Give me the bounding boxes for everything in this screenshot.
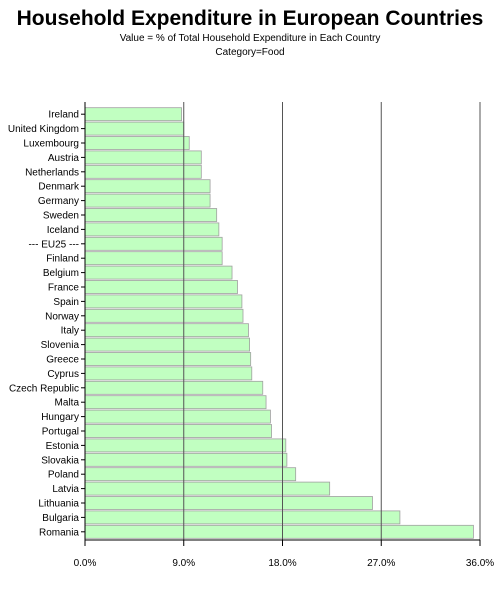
y-tick-label: Germany bbox=[38, 196, 79, 207]
bar bbox=[84, 395, 267, 410]
y-tick-label: France bbox=[48, 283, 80, 294]
bar bbox=[84, 193, 211, 208]
chart-title: Household Expenditure in European Countr… bbox=[16, 7, 484, 30]
chart-subtitle: Value = % of Total Household Expenditure… bbox=[119, 33, 381, 44]
y-tick-label: Romania bbox=[39, 527, 79, 538]
y-tick-label: Netherlands bbox=[25, 167, 79, 178]
y-tick-label: Luxembourg bbox=[23, 139, 79, 150]
bar bbox=[84, 222, 220, 237]
y-tick-label: Poland bbox=[48, 470, 79, 481]
bar bbox=[84, 510, 401, 525]
y-tick-label: Bulgaria bbox=[42, 513, 79, 524]
bar bbox=[84, 323, 249, 338]
x-tick-label: 0.0% bbox=[74, 558, 97, 569]
bar bbox=[84, 251, 223, 266]
bar bbox=[84, 236, 223, 251]
x-tick-label: 9.0% bbox=[172, 558, 195, 569]
bar bbox=[84, 496, 373, 510]
y-tick-label: Cyprus bbox=[47, 369, 79, 380]
y-tick-label: Norway bbox=[45, 311, 79, 322]
x-tick-label: 18.0% bbox=[268, 558, 296, 569]
y-tick-label: Spain bbox=[53, 297, 79, 308]
bar bbox=[84, 294, 243, 309]
chart-category-subtitle: Category=Food bbox=[215, 47, 285, 58]
bar bbox=[84, 452, 288, 467]
bar bbox=[84, 352, 252, 366]
y-tick-label: Finland bbox=[46, 254, 79, 265]
y-tick-label: Malta bbox=[55, 398, 80, 409]
bar bbox=[84, 107, 182, 122]
bar bbox=[84, 524, 474, 539]
y-tick-label: Italy bbox=[61, 326, 79, 337]
bar bbox=[84, 438, 287, 453]
y-tick-label: Slovenia bbox=[41, 340, 80, 351]
y-tick-label: United Kingdom bbox=[8, 124, 79, 135]
y-tick-label: Sweden bbox=[43, 211, 79, 222]
y-tick-label: Estonia bbox=[46, 441, 80, 452]
y-tick-label: Portugal bbox=[42, 427, 79, 438]
y-tick-label: Hungary bbox=[41, 412, 79, 423]
y-tick-label: --- EU25 --- bbox=[28, 239, 79, 250]
bar bbox=[84, 380, 264, 395]
y-tick-label: Ireland bbox=[48, 110, 79, 121]
x-tick-label: 36.0% bbox=[466, 558, 494, 569]
bar bbox=[84, 337, 250, 352]
bar bbox=[84, 136, 190, 150]
bar bbox=[84, 280, 238, 294]
y-tick-label: Greece bbox=[46, 355, 79, 366]
bar bbox=[84, 208, 218, 222]
bar bbox=[84, 179, 211, 194]
y-tick-label: Lithuania bbox=[38, 499, 79, 510]
y-tick-label: Denmark bbox=[38, 182, 80, 193]
bar bbox=[84, 366, 253, 381]
bar bbox=[84, 467, 297, 482]
bar bbox=[84, 424, 272, 438]
y-tick-label: Czech Republic bbox=[9, 383, 79, 394]
y-tick-label: Austria bbox=[48, 153, 80, 164]
y-tick-label: Belgium bbox=[43, 268, 79, 279]
bar bbox=[84, 481, 331, 496]
bar bbox=[84, 308, 244, 323]
y-tick-label: Slovakia bbox=[41, 455, 79, 466]
y-tick-label: Iceland bbox=[47, 225, 79, 236]
y-tick-label: Latvia bbox=[52, 484, 79, 495]
x-tick-label: 27.0% bbox=[367, 558, 395, 569]
bar bbox=[84, 409, 271, 424]
bar bbox=[84, 121, 185, 136]
bar bbox=[84, 265, 233, 280]
